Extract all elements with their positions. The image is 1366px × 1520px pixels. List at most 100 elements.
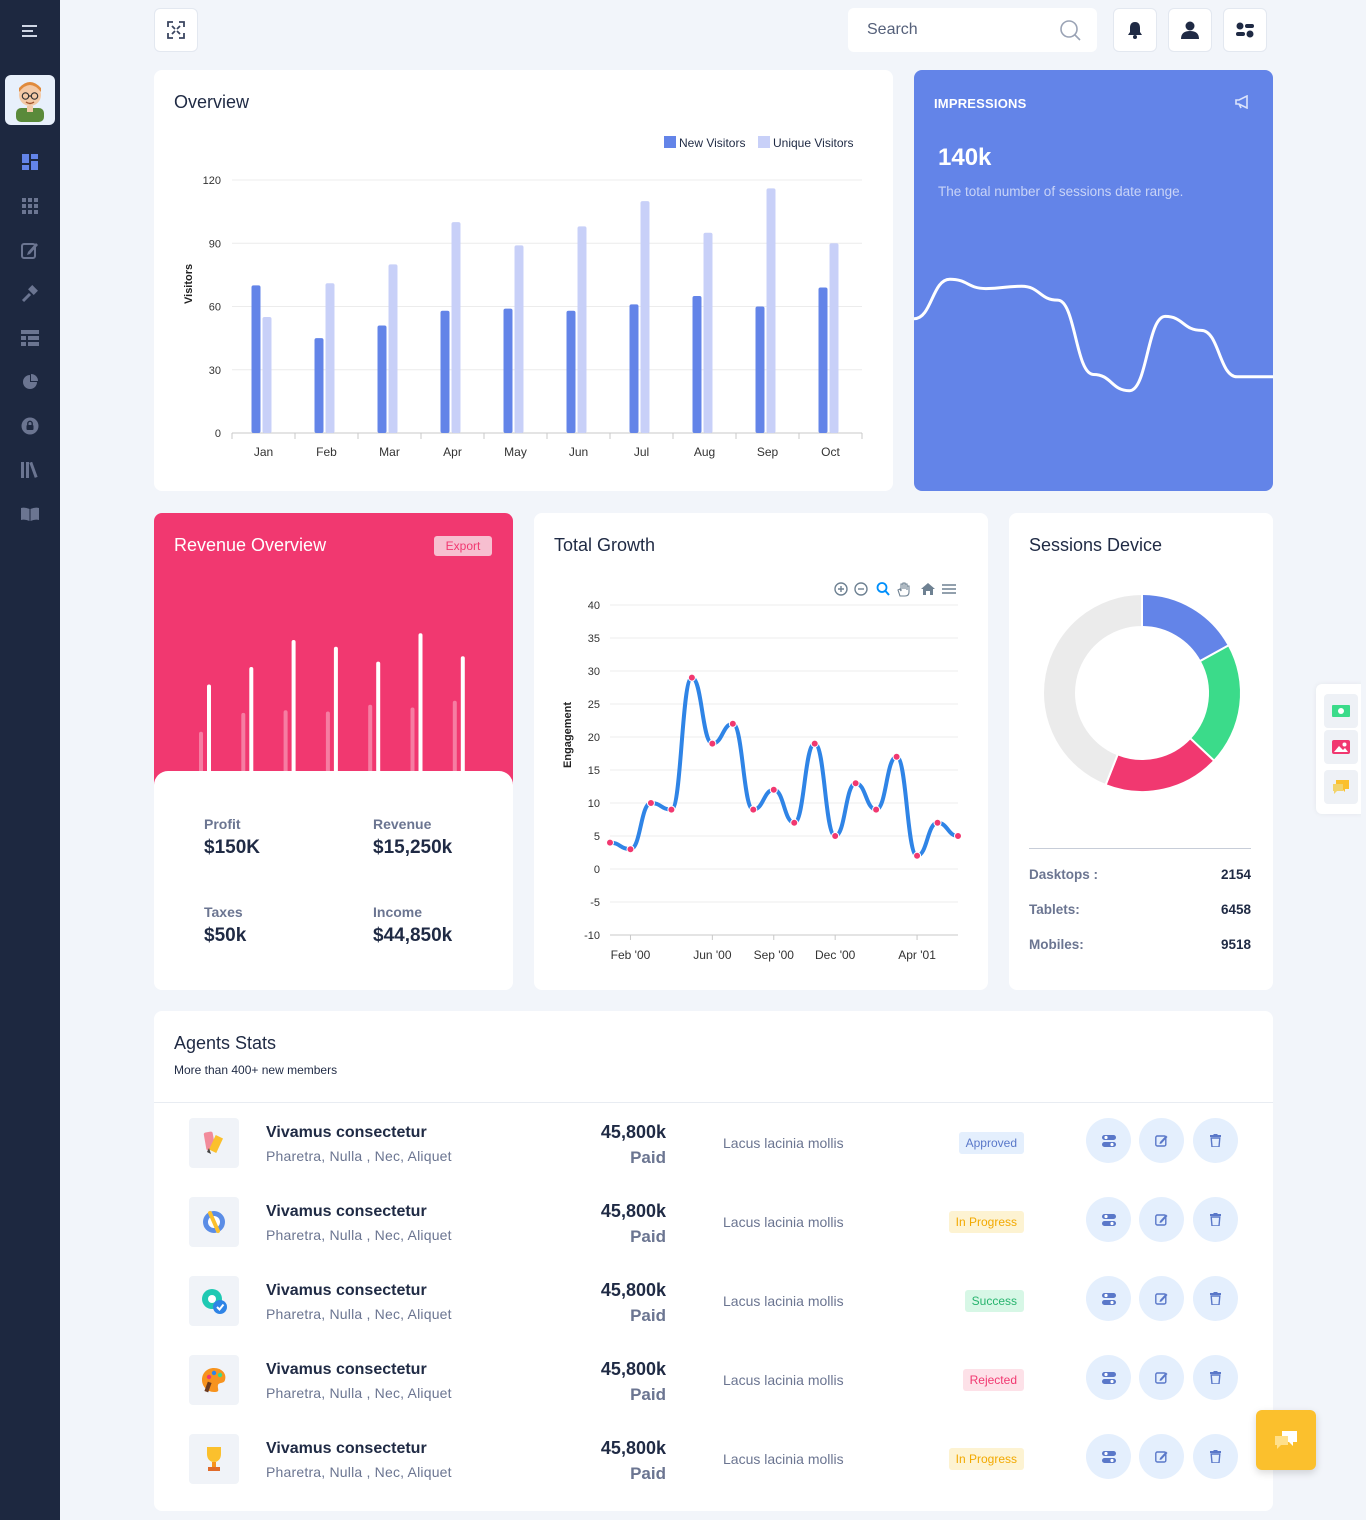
search-icon[interactable] xyxy=(1059,19,1081,41)
delete-button[interactable] xyxy=(1193,1118,1238,1163)
chart-menu-icon[interactable] xyxy=(942,584,956,594)
growth-point[interactable] xyxy=(872,805,881,814)
agent-amount: 45,800k xyxy=(600,1438,666,1458)
delete-button[interactable] xyxy=(1193,1434,1238,1479)
growth-point[interactable] xyxy=(728,719,737,728)
bar-new-visitors[interactable] xyxy=(755,306,765,434)
growth-point[interactable] xyxy=(646,799,655,807)
growth-point[interactable] xyxy=(606,838,614,847)
toggle-button[interactable] xyxy=(1086,1197,1131,1242)
edit-button[interactable] xyxy=(1139,1355,1184,1400)
growth-point[interactable] xyxy=(769,785,778,794)
agent-name: Vivamus consectetur xyxy=(266,1203,427,1220)
bar-new-visitors[interactable] xyxy=(251,285,261,433)
growth-point[interactable] xyxy=(913,851,922,860)
toggle-button[interactable] xyxy=(1086,1276,1131,1321)
growth-point[interactable] xyxy=(708,739,717,748)
tools-icon[interactable] xyxy=(18,282,42,306)
x-tick-label: Aug xyxy=(694,445,715,459)
menu-toggle-icon[interactable] xyxy=(18,19,42,43)
sessions-title: Sessions Device xyxy=(1029,535,1163,555)
dashboard-icon[interactable] xyxy=(18,150,42,174)
reset-home-icon[interactable] xyxy=(921,583,935,595)
delete-button[interactable] xyxy=(1193,1197,1238,1242)
growth-point[interactable] xyxy=(749,805,758,814)
bar-unique-visitors[interactable] xyxy=(451,222,461,433)
image-tool-button[interactable] xyxy=(1324,730,1358,764)
scrollbar[interactable] xyxy=(1361,0,1366,1520)
bar-new-visitors[interactable] xyxy=(629,304,639,433)
zoom-in-icon[interactable] xyxy=(834,582,848,596)
revenue-bar-primary xyxy=(460,656,465,775)
delete-button[interactable] xyxy=(1193,1276,1238,1321)
apps-grid-icon[interactable] xyxy=(18,194,42,218)
growth-point[interactable] xyxy=(667,805,676,814)
growth-point[interactable] xyxy=(954,832,962,840)
growth-point[interactable] xyxy=(687,673,696,682)
bar-new-visitors[interactable] xyxy=(440,310,450,433)
bar-unique-visitors[interactable] xyxy=(388,264,398,433)
growth-point[interactable] xyxy=(626,845,635,854)
growth-point[interactable] xyxy=(851,779,860,788)
growth-point[interactable] xyxy=(933,818,942,827)
edit-button[interactable] xyxy=(1139,1434,1184,1479)
settings-toggle-button[interactable] xyxy=(1223,8,1267,52)
messages-tool-button[interactable] xyxy=(1324,770,1358,804)
bar-unique-visitors[interactable] xyxy=(766,188,776,433)
chat-button[interactable] xyxy=(1256,1410,1316,1470)
revenue-card: Revenue Overview Export Profit $150K Rev… xyxy=(154,513,513,990)
bar-unique-visitors[interactable] xyxy=(514,245,524,433)
agent-name: Vivamus consectetur xyxy=(266,1124,427,1141)
selection-zoom-icon[interactable] xyxy=(876,582,890,596)
profile-button[interactable] xyxy=(1168,8,1212,52)
fullscreen-button[interactable] xyxy=(154,8,198,52)
growth-y-label: Engagement xyxy=(562,702,574,768)
bar-new-visitors[interactable] xyxy=(314,338,324,433)
money-tool-button[interactable] xyxy=(1324,694,1358,728)
edit-button[interactable] xyxy=(1139,1118,1184,1163)
bar-new-visitors[interactable] xyxy=(692,295,702,433)
edit-button[interactable] xyxy=(1139,1276,1184,1321)
bar-new-visitors[interactable] xyxy=(818,287,828,433)
donut-slice[interactable] xyxy=(1188,643,1242,763)
legend-new-visitors[interactable]: New Visitors xyxy=(679,136,745,150)
growth-point[interactable] xyxy=(790,818,799,827)
donut-slice[interactable] xyxy=(1042,592,1143,787)
bar-unique-visitors[interactable] xyxy=(829,243,839,433)
overview-title: Overview xyxy=(174,92,250,112)
bar-unique-visitors[interactable] xyxy=(640,201,650,433)
search-input[interactable] xyxy=(867,21,1047,39)
bar-new-visitors[interactable] xyxy=(377,325,387,433)
toggle-button[interactable] xyxy=(1086,1118,1131,1163)
delete-button[interactable] xyxy=(1193,1355,1238,1400)
donut-slice[interactable] xyxy=(1104,736,1216,793)
growth-point[interactable] xyxy=(810,739,819,748)
bar-unique-visitors[interactable] xyxy=(262,317,272,433)
donut-slice[interactable] xyxy=(1141,592,1231,663)
export-button[interactable]: Export xyxy=(434,536,492,556)
megaphone-icon[interactable] xyxy=(1235,95,1251,109)
bar-unique-visitors[interactable] xyxy=(325,283,335,433)
avatar[interactable] xyxy=(5,75,55,125)
edit-icon[interactable] xyxy=(18,238,42,262)
toggle-button[interactable] xyxy=(1086,1355,1131,1400)
pan-hand-icon[interactable] xyxy=(897,582,910,597)
pie-chart-icon[interactable] xyxy=(18,370,42,394)
book-icon[interactable] xyxy=(18,502,42,526)
zoom-out-icon[interactable] xyxy=(854,582,868,596)
bar-unique-visitors[interactable] xyxy=(703,232,713,433)
growth-point[interactable] xyxy=(892,752,901,761)
lock-icon[interactable] xyxy=(18,414,42,438)
edit-button[interactable] xyxy=(1139,1197,1184,1242)
library-icon[interactable] xyxy=(18,458,42,482)
money-icon xyxy=(1332,705,1350,717)
bar-unique-visitors[interactable] xyxy=(577,226,587,433)
notifications-button[interactable] xyxy=(1113,8,1157,52)
growth-point[interactable] xyxy=(831,832,840,840)
bar-new-visitors[interactable] xyxy=(503,308,513,433)
bar-new-visitors[interactable] xyxy=(566,310,576,433)
status-badge: In Progress xyxy=(948,1211,1024,1233)
table-icon[interactable] xyxy=(18,326,42,350)
toggle-button[interactable] xyxy=(1086,1434,1131,1479)
legend-unique-visitors[interactable]: Unique Visitors xyxy=(773,136,853,150)
